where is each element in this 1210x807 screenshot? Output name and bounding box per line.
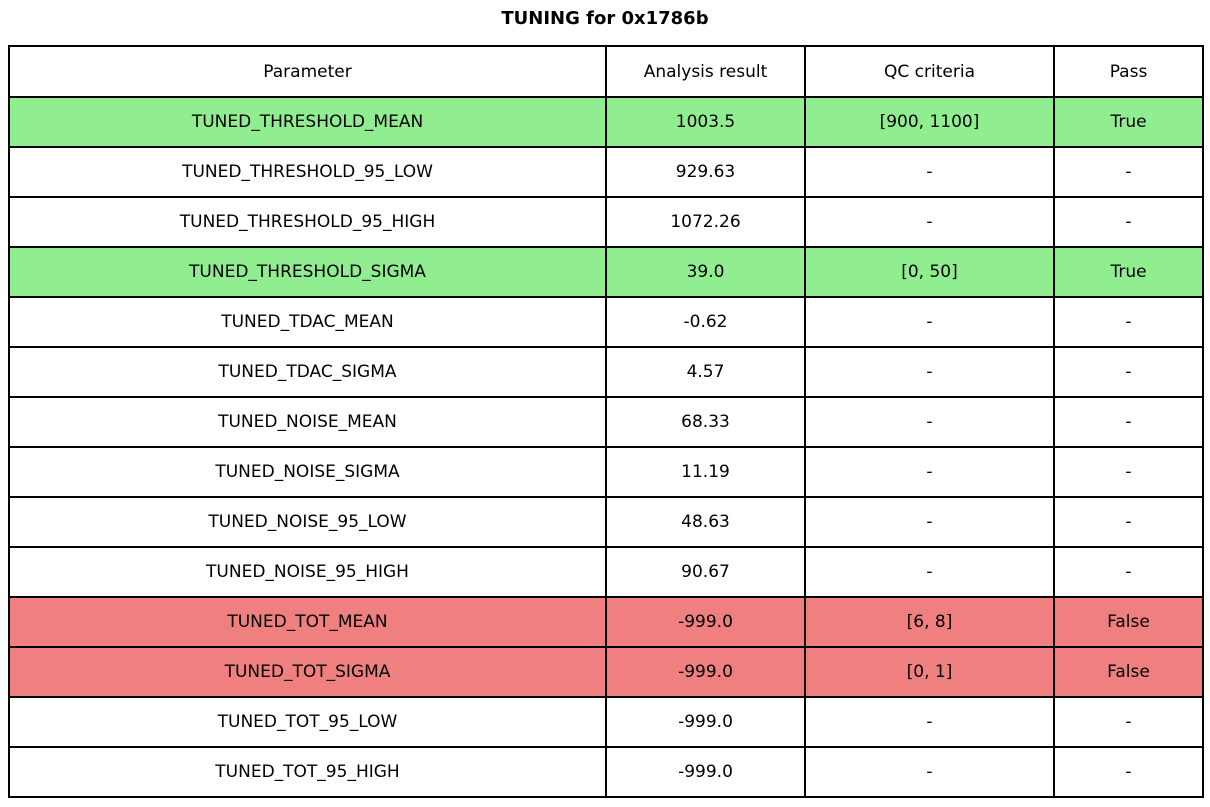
- column-header-qc-criteria: QC criteria: [804, 45, 1055, 98]
- cell-qc-criteria: -: [804, 546, 1055, 598]
- cell-pass: True: [1053, 96, 1204, 148]
- cell-parameter: TUNED_TOT_MEAN: [8, 596, 607, 648]
- cell-pass: False: [1053, 596, 1204, 648]
- page-title: TUNING for 0x1786b: [501, 8, 709, 29]
- cell-analysis-result: 1072.26: [605, 196, 806, 248]
- cell-parameter: TUNED_TDAC_SIGMA: [8, 346, 607, 398]
- cell-parameter: TUNED_NOISE_MEAN: [8, 396, 607, 448]
- table-row: TUNED_TOT_MEAN -999.0 [6, 8] False: [8, 596, 1204, 648]
- cell-qc-criteria: -: [804, 746, 1055, 798]
- cell-qc-criteria: [6, 8]: [804, 596, 1055, 648]
- cell-pass: -: [1053, 546, 1204, 598]
- cell-pass: -: [1053, 446, 1204, 498]
- cell-parameter: TUNED_TDAC_MEAN: [8, 296, 607, 348]
- cell-qc-criteria: -: [804, 396, 1055, 448]
- table-row: TUNED_THRESHOLD_MEAN 1003.5 [900, 1100] …: [8, 96, 1204, 148]
- table-row: TUNED_TOT_SIGMA -999.0 [0, 1] False: [8, 646, 1204, 698]
- table-row: TUNED_TDAC_SIGMA 4.57 - -: [8, 346, 1204, 398]
- cell-qc-criteria: -: [804, 346, 1055, 398]
- cell-pass: -: [1053, 346, 1204, 398]
- cell-analysis-result: 48.63: [605, 496, 806, 548]
- table-row: TUNED_TOT_95_LOW -999.0 - -: [8, 696, 1204, 748]
- cell-analysis-result: -0.62: [605, 296, 806, 348]
- table-row: TUNED_TDAC_MEAN -0.62 - -: [8, 296, 1204, 348]
- cell-pass: -: [1053, 146, 1204, 198]
- table-row: TUNED_NOISE_MEAN 68.33 - -: [8, 396, 1204, 448]
- cell-pass: -: [1053, 696, 1204, 748]
- cell-analysis-result: -999.0: [605, 746, 806, 798]
- cell-parameter: TUNED_NOISE_95_LOW: [8, 496, 607, 548]
- column-header-parameter: Parameter: [8, 45, 607, 98]
- cell-qc-criteria: -: [804, 296, 1055, 348]
- cell-analysis-result: 39.0: [605, 246, 806, 298]
- cell-analysis-result: 11.19: [605, 446, 806, 498]
- cell-pass: -: [1053, 296, 1204, 348]
- cell-parameter: TUNED_THRESHOLD_SIGMA: [8, 246, 607, 298]
- cell-qc-criteria: [900, 1100]: [804, 96, 1055, 148]
- table-row: TUNED_NOISE_95_HIGH 90.67 - -: [8, 546, 1204, 598]
- cell-analysis-result: -999.0: [605, 696, 806, 748]
- cell-parameter: TUNED_TOT_SIGMA: [8, 646, 607, 698]
- table-row: TUNED_THRESHOLD_95_LOW 929.63 - -: [8, 146, 1204, 198]
- cell-parameter: TUNED_NOISE_SIGMA: [8, 446, 607, 498]
- tuning-qc-table: Parameter Analysis result QC criteria Pa…: [8, 45, 1204, 798]
- cell-pass: False: [1053, 646, 1204, 698]
- cell-qc-criteria: -: [804, 496, 1055, 548]
- cell-parameter: TUNED_TOT_95_HIGH: [8, 746, 607, 798]
- table-row: TUNED_NOISE_SIGMA 11.19 - -: [8, 446, 1204, 498]
- cell-pass: -: [1053, 196, 1204, 248]
- table-row: TUNED_THRESHOLD_SIGMA 39.0 [0, 50] True: [8, 246, 1204, 298]
- cell-qc-criteria: -: [804, 146, 1055, 198]
- cell-parameter: TUNED_THRESHOLD_95_HIGH: [8, 196, 607, 248]
- cell-pass: -: [1053, 396, 1204, 448]
- table-row: TUNED_THRESHOLD_95_HIGH 1072.26 - -: [8, 196, 1204, 248]
- table-row: TUNED_TOT_95_HIGH -999.0 - -: [8, 746, 1204, 798]
- cell-analysis-result: 1003.5: [605, 96, 806, 148]
- cell-analysis-result: 90.67: [605, 546, 806, 598]
- cell-analysis-result: 929.63: [605, 146, 806, 198]
- column-header-analysis-result: Analysis result: [605, 45, 806, 98]
- cell-parameter: TUNED_TOT_95_LOW: [8, 696, 607, 748]
- cell-analysis-result: -999.0: [605, 646, 806, 698]
- cell-analysis-result: 68.33: [605, 396, 806, 448]
- cell-parameter: TUNED_THRESHOLD_MEAN: [8, 96, 607, 148]
- cell-parameter: TUNED_THRESHOLD_95_LOW: [8, 146, 607, 198]
- cell-qc-criteria: -: [804, 446, 1055, 498]
- cell-qc-criteria: -: [804, 196, 1055, 248]
- cell-pass: -: [1053, 746, 1204, 798]
- cell-parameter: TUNED_NOISE_95_HIGH: [8, 546, 607, 598]
- header-row: Parameter Analysis result QC criteria Pa…: [8, 45, 1204, 98]
- table-row: TUNED_NOISE_95_LOW 48.63 - -: [8, 496, 1204, 548]
- cell-qc-criteria: [0, 50]: [804, 246, 1055, 298]
- cell-analysis-result: -999.0: [605, 596, 806, 648]
- cell-pass: True: [1053, 246, 1204, 298]
- cell-analysis-result: 4.57: [605, 346, 806, 398]
- cell-qc-criteria: -: [804, 696, 1055, 748]
- column-header-pass: Pass: [1053, 45, 1204, 98]
- cell-pass: -: [1053, 496, 1204, 548]
- cell-qc-criteria: [0, 1]: [804, 646, 1055, 698]
